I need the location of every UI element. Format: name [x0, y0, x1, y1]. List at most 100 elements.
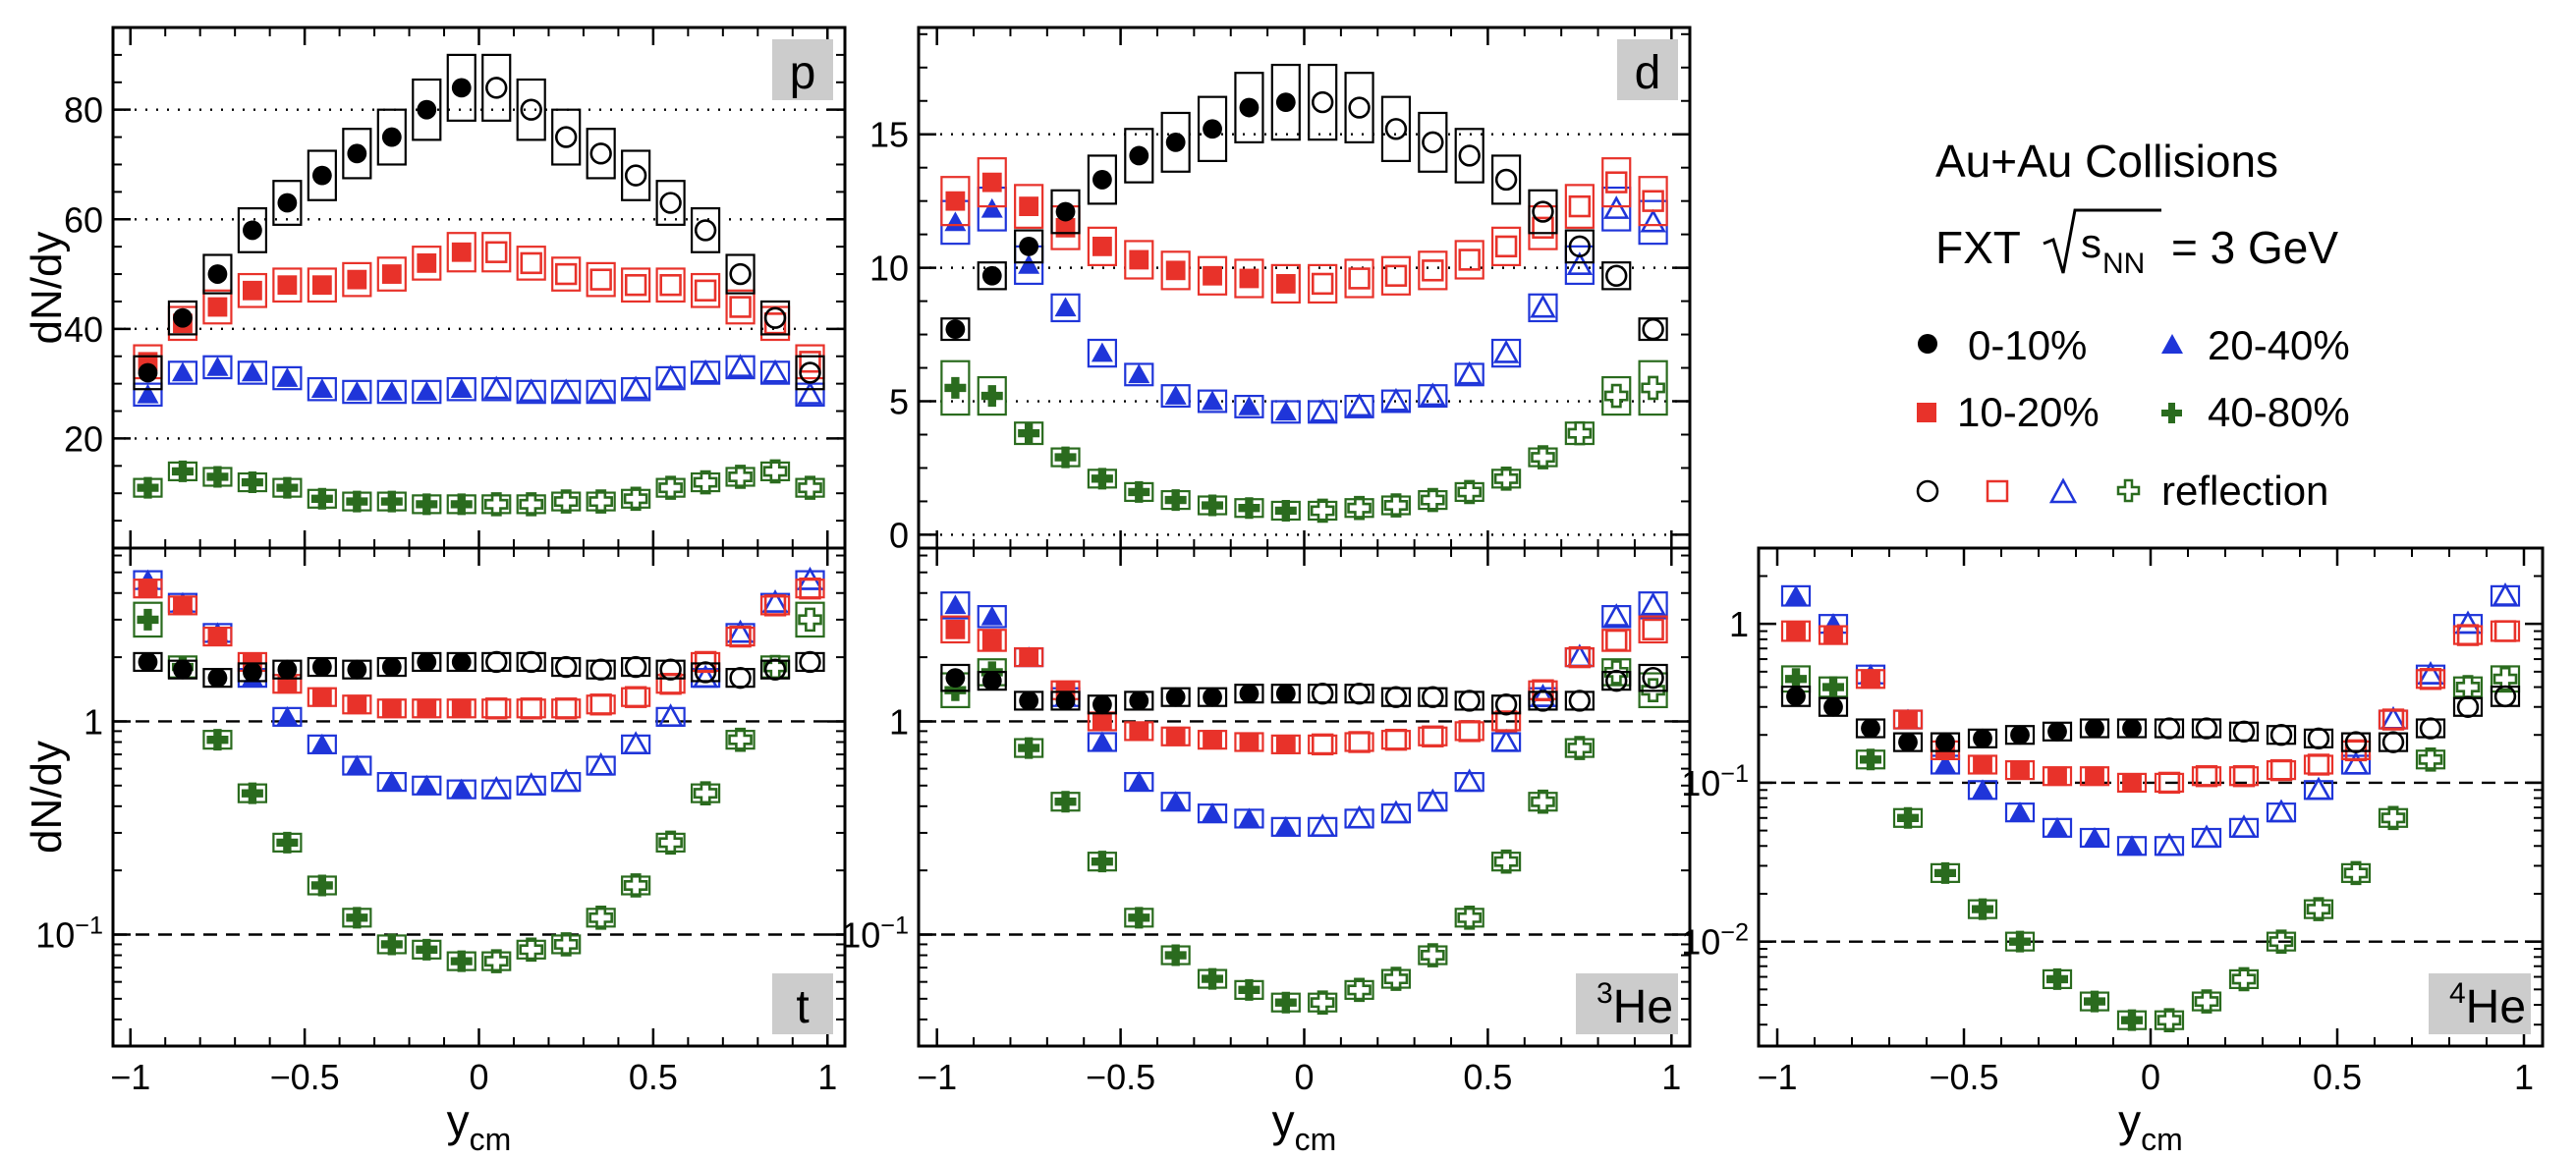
data-point	[1129, 721, 1149, 742]
reflection-point	[1348, 682, 1371, 705]
reflection-point	[729, 666, 752, 690]
reflection-point	[552, 378, 580, 403]
reflection-point	[1530, 684, 1556, 707]
sys-box	[1564, 245, 1595, 286]
data-point	[1973, 728, 1992, 748]
sys-box	[1344, 498, 1374, 519]
data-point	[1019, 690, 1039, 711]
legend-marker-10-20	[1917, 403, 1936, 422]
data-point	[1274, 815, 1297, 836]
data-point	[1860, 748, 1881, 771]
sys-box	[1160, 111, 1191, 173]
sys-box	[2415, 749, 2446, 770]
panel-d: 0 5 10 15 d	[869, 26, 1692, 555]
reflection-point	[520, 251, 542, 275]
sys-box	[1087, 338, 1118, 368]
reflection-point	[692, 359, 719, 383]
legend-reflection-square	[1986, 479, 2009, 503]
data-point	[1055, 201, 1076, 222]
reflection-point	[1420, 788, 1446, 812]
data-point	[310, 487, 333, 510]
y-tick-label: 80	[64, 90, 103, 131]
data-point	[1202, 390, 1224, 411]
sys-box	[1344, 258, 1374, 299]
data-point	[137, 608, 159, 631]
sys-box	[940, 615, 971, 644]
reflection-point	[1346, 393, 1372, 417]
data-point	[173, 595, 193, 616]
data-point	[1861, 669, 1880, 690]
data-point	[945, 191, 966, 211]
sys-box	[621, 875, 651, 896]
particle-label-box	[772, 973, 833, 1034]
reflection-point	[622, 731, 649, 754]
reflection-point	[2269, 724, 2293, 746]
data-point	[276, 367, 299, 387]
sys-box	[1087, 226, 1118, 266]
data-point	[138, 362, 158, 383]
sys-box	[481, 232, 512, 273]
data-point	[2047, 766, 2067, 787]
reflection-point	[763, 306, 787, 329]
sys-box	[586, 128, 616, 180]
sys-box	[237, 272, 268, 308]
data-point	[981, 671, 1002, 691]
data-point	[1203, 265, 1222, 286]
reflection-point	[1311, 733, 1334, 756]
data-point	[243, 220, 262, 241]
data-point	[1202, 802, 1224, 822]
data-point	[1275, 274, 1296, 294]
sys-box	[1380, 95, 1412, 162]
sys-box	[167, 300, 198, 336]
reflection-point	[798, 475, 822, 500]
data-point	[1164, 791, 1187, 811]
reflection-point	[553, 489, 579, 514]
reflection-point	[2454, 610, 2482, 635]
reflection-point	[1458, 249, 1481, 271]
sys-box	[1087, 154, 1118, 205]
sys-box	[1454, 908, 1484, 928]
particle-label-box	[2429, 973, 2531, 1034]
sys-box	[725, 289, 756, 325]
data-point	[1239, 732, 1260, 752]
reflection-point	[1456, 360, 1483, 385]
sys-box	[237, 360, 268, 385]
x-tick-label: 0.5	[1463, 1057, 1512, 1097]
reflection-point	[728, 727, 753, 752]
sys-box	[2228, 968, 2260, 990]
legend-marker-40-80	[2161, 403, 2182, 423]
sys-box	[977, 261, 1007, 291]
reflection-point	[2307, 727, 2330, 750]
data-point	[980, 385, 1003, 408]
data-point	[451, 242, 472, 262]
sys-box	[1564, 229, 1595, 264]
data-point	[1092, 236, 1112, 256]
sys-box	[516, 246, 546, 281]
panel-t: 10−1 1 −1 −0.5 0 0.5 1 ycm dN/dy t	[23, 546, 847, 1157]
reflection-point	[1347, 495, 1372, 521]
data-point	[2121, 835, 2143, 856]
sys-box	[1380, 968, 1412, 989]
reflection-point	[623, 486, 648, 512]
data-point	[1238, 395, 1260, 415]
sys-box	[1160, 250, 1191, 291]
reflection-point	[485, 77, 508, 99]
data-point	[1274, 991, 1297, 1014]
reflection-point	[1384, 728, 1408, 751]
data-point	[1165, 726, 1186, 746]
data-point	[1785, 584, 1807, 605]
data-point	[1092, 711, 1112, 732]
sys-box	[940, 591, 971, 620]
particle-label: t	[796, 981, 809, 1033]
data-point	[450, 493, 473, 516]
data-point	[1165, 260, 1186, 281]
reflection-point	[1605, 629, 1628, 652]
reflection-point	[659, 658, 682, 681]
sys-box	[2340, 862, 2372, 883]
reflection-point	[1347, 977, 1372, 1003]
legend-reflection-cross	[2116, 478, 2141, 503]
data-point	[1934, 753, 1956, 774]
reflection-point	[694, 650, 717, 674]
legend-entry-20-40: 20-40%	[2208, 322, 2350, 368]
legend-entry-0-10: 0-10%	[1968, 322, 2087, 368]
